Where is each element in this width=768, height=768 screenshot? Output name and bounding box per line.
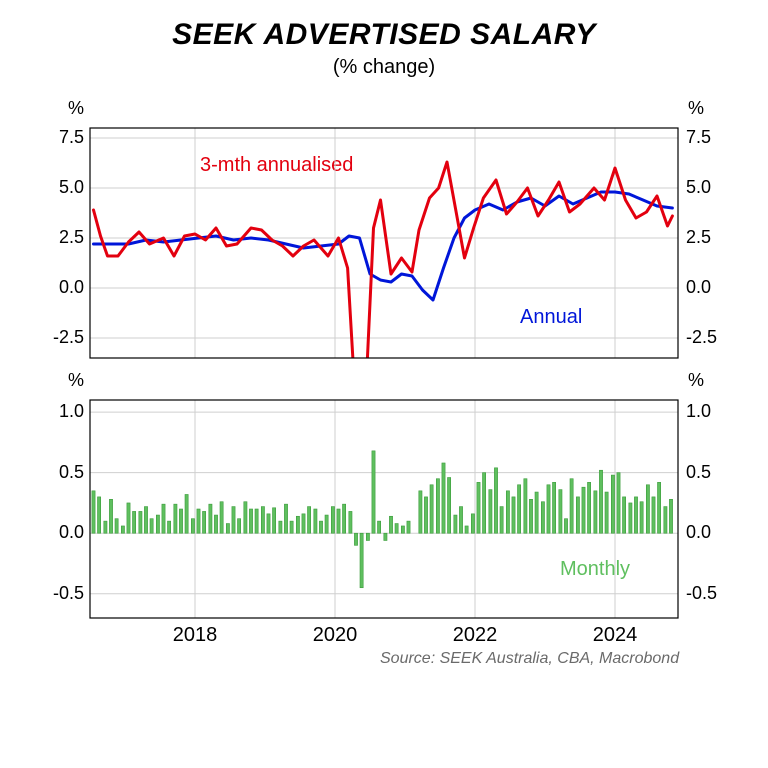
bottom-bar-chart xyxy=(0,0,768,768)
